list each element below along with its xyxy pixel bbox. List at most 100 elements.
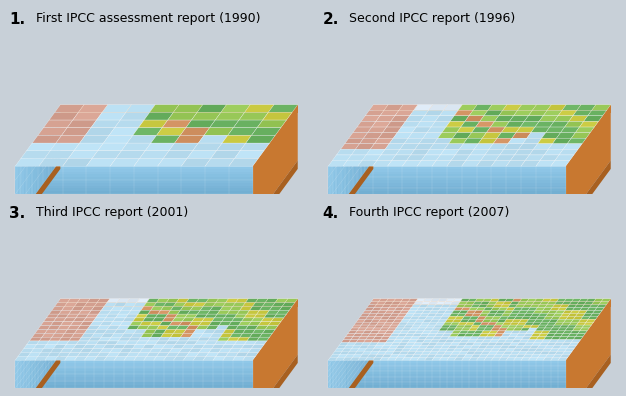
Polygon shape — [346, 137, 349, 197]
Polygon shape — [28, 146, 30, 206]
Polygon shape — [334, 154, 337, 214]
Polygon shape — [15, 380, 253, 383]
Polygon shape — [15, 366, 253, 369]
Polygon shape — [328, 222, 566, 230]
Polygon shape — [371, 105, 373, 165]
Polygon shape — [373, 299, 611, 307]
Polygon shape — [18, 352, 21, 396]
Polygon shape — [15, 394, 253, 396]
Polygon shape — [15, 166, 253, 169]
Polygon shape — [328, 177, 566, 180]
Polygon shape — [328, 162, 331, 222]
Polygon shape — [358, 121, 361, 181]
Polygon shape — [15, 211, 253, 213]
Polygon shape — [356, 319, 358, 379]
Text: Second IPCC report (1996): Second IPCC report (1996) — [349, 11, 516, 25]
Polygon shape — [15, 360, 253, 363]
Polygon shape — [334, 348, 337, 396]
Polygon shape — [54, 303, 58, 363]
Polygon shape — [15, 175, 253, 177]
Polygon shape — [328, 385, 566, 388]
Polygon shape — [253, 299, 298, 396]
Polygon shape — [328, 160, 373, 230]
Polygon shape — [328, 371, 566, 374]
Polygon shape — [367, 303, 371, 363]
Polygon shape — [328, 213, 566, 216]
Polygon shape — [15, 219, 253, 222]
Polygon shape — [15, 183, 253, 186]
Polygon shape — [15, 177, 253, 180]
Polygon shape — [15, 194, 253, 197]
Polygon shape — [328, 194, 566, 197]
Polygon shape — [54, 109, 58, 169]
Polygon shape — [15, 172, 253, 175]
Polygon shape — [328, 180, 566, 183]
Polygon shape — [349, 133, 352, 193]
Polygon shape — [15, 188, 253, 191]
Polygon shape — [15, 383, 253, 385]
Polygon shape — [358, 315, 361, 375]
Polygon shape — [341, 340, 343, 396]
Polygon shape — [337, 344, 341, 396]
Polygon shape — [371, 299, 373, 359]
Polygon shape — [48, 117, 51, 177]
Polygon shape — [15, 202, 253, 205]
Polygon shape — [328, 172, 566, 175]
Polygon shape — [28, 340, 30, 396]
Polygon shape — [43, 125, 45, 185]
Polygon shape — [15, 208, 253, 211]
Text: First IPCC assessment report (1990): First IPCC assessment report (1990) — [36, 11, 261, 25]
Polygon shape — [352, 323, 356, 383]
Polygon shape — [15, 169, 253, 172]
Polygon shape — [15, 377, 253, 380]
Polygon shape — [15, 160, 60, 230]
Polygon shape — [352, 129, 356, 189]
Polygon shape — [51, 307, 54, 367]
Polygon shape — [328, 380, 566, 383]
Polygon shape — [15, 205, 253, 208]
Polygon shape — [328, 219, 566, 222]
Polygon shape — [328, 202, 566, 205]
Polygon shape — [566, 105, 611, 222]
Polygon shape — [15, 388, 253, 391]
Polygon shape — [36, 327, 39, 387]
Polygon shape — [15, 356, 18, 396]
Polygon shape — [328, 166, 566, 169]
Polygon shape — [328, 388, 566, 391]
Polygon shape — [566, 299, 611, 396]
Polygon shape — [328, 360, 566, 363]
Polygon shape — [367, 109, 371, 169]
Polygon shape — [343, 335, 346, 396]
Polygon shape — [15, 200, 253, 202]
Polygon shape — [328, 186, 566, 188]
Polygon shape — [15, 385, 253, 388]
Polygon shape — [328, 369, 566, 371]
Polygon shape — [15, 363, 253, 366]
Polygon shape — [24, 150, 28, 209]
Polygon shape — [33, 137, 36, 197]
Polygon shape — [15, 374, 253, 377]
Polygon shape — [337, 150, 341, 209]
Polygon shape — [328, 377, 566, 380]
Polygon shape — [331, 352, 334, 396]
Polygon shape — [566, 354, 611, 396]
Polygon shape — [364, 307, 367, 367]
Polygon shape — [328, 383, 566, 385]
Polygon shape — [328, 175, 566, 177]
Text: 2.: 2. — [322, 11, 339, 27]
Polygon shape — [45, 121, 48, 181]
Polygon shape — [58, 299, 60, 359]
Polygon shape — [39, 323, 43, 383]
Polygon shape — [15, 391, 253, 394]
Polygon shape — [356, 125, 358, 185]
Polygon shape — [15, 216, 253, 219]
Polygon shape — [566, 160, 611, 230]
Polygon shape — [60, 105, 298, 113]
Polygon shape — [373, 105, 611, 113]
Polygon shape — [253, 354, 298, 396]
Polygon shape — [39, 129, 43, 189]
Polygon shape — [15, 186, 253, 188]
Polygon shape — [43, 319, 45, 379]
Polygon shape — [328, 208, 566, 211]
Polygon shape — [328, 363, 566, 366]
